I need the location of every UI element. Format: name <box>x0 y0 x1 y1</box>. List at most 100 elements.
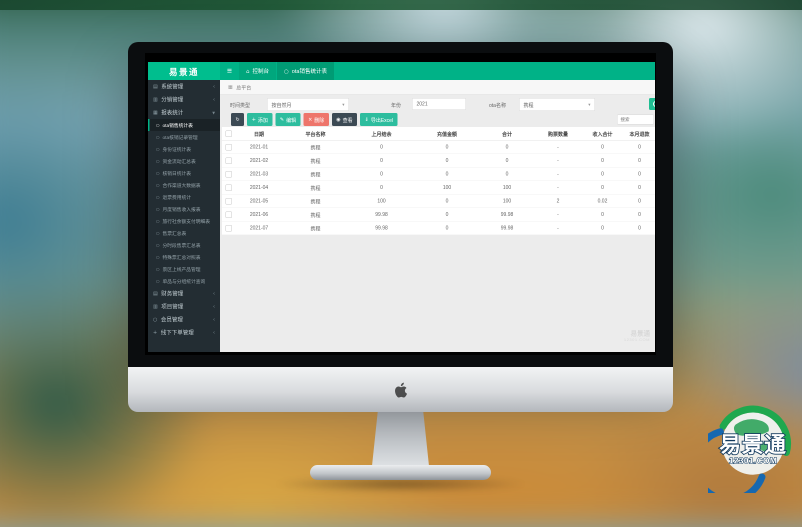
button-label: 导出Excel <box>370 117 394 124</box>
ota-select[interactable]: 携程 <box>519 98 595 111</box>
sidebar-item-label: 分销管理 <box>161 97 184 103</box>
hamburger-menu-icon[interactable]: ≡ <box>227 66 232 76</box>
select-all-checkbox[interactable] <box>225 130 232 137</box>
table-search-input[interactable] <box>617 114 654 125</box>
sidebar-report-item[interactable]: ○ 资金流动汇总表 <box>148 155 220 167</box>
row-checkbox[interactable] <box>225 170 232 178</box>
watermark-title: 易景通 <box>630 329 650 337</box>
sidebar-report-item[interactable]: ○ 身份证统计表 <box>148 143 220 155</box>
sidebar-report-item[interactable]: ○ ota核销记录管理 <box>148 131 220 143</box>
row-checkbox[interactable] <box>225 197 232 205</box>
row-checkbox[interactable] <box>225 157 232 164</box>
imac-monitor: 易景通 ≡ ⌂ 控制台 ○ ota销售统计表 <box>128 42 673 493</box>
breadcrumb: ▦ 总平台 <box>220 80 655 95</box>
sidebar-item-label: 系统管理 <box>161 84 184 90</box>
button-label: 编辑 <box>286 117 297 124</box>
ota-value: 携程 <box>523 102 534 109</box>
sidebar-item-reports[interactable]: ▦ 报表统计 ▾ <box>148 106 220 119</box>
delete-button[interactable]: × 删除 <box>303 113 329 126</box>
sidebar-report-item[interactable]: ○ 特殊票汇总对照表 <box>148 251 220 263</box>
row-checkbox[interactable] <box>225 143 232 151</box>
site-logo: 易景通 12301.COM <box>708 405 791 493</box>
edit-button[interactable]: ✎ 编辑 <box>275 113 301 126</box>
sidebar-section-item[interactable]: ▥ 项目管理 ‹ <box>148 300 220 313</box>
row-checkbox-cell <box>222 194 235 208</box>
sidebar-report-item[interactable]: ○ 单品与分组统计查询 <box>148 275 220 287</box>
row-checkbox-cell <box>222 167 235 181</box>
sidebar-report-item[interactable]: ○ 合作渠道大数据表 <box>148 179 220 191</box>
refresh-icon: ↻ <box>235 116 240 123</box>
tab-label: 控制台 <box>252 68 269 75</box>
row-checkbox-cell <box>222 140 235 154</box>
grid-icon: ▦ <box>228 84 233 90</box>
table-row: 2021-02 携程 0 0 0-0 0 <box>222 153 655 168</box>
column-header: 充值金额 <box>415 127 479 141</box>
folder-icon: ▥ <box>153 96 158 103</box>
sidebar-report-item[interactable]: ○ 景区上线产品管理 <box>148 263 220 275</box>
table-cell: 携程 <box>283 207 348 222</box>
sidebar-section-item[interactable]: ▤ 财务管理 ‹ <box>148 287 220 300</box>
circle-icon: ○ <box>156 146 160 152</box>
export-button[interactable]: ⇓ 导出Excel <box>360 113 398 126</box>
column-header: 平台名称 <box>283 127 348 141</box>
table-cell: 0 <box>624 140 655 154</box>
sidebar-item-label: 资金流动汇总表 <box>162 159 196 165</box>
tab-console[interactable]: ⌂ 控制台 <box>239 62 276 80</box>
table-cell: 0 <box>624 207 655 222</box>
table-cell: 0 <box>581 140 624 154</box>
row-checkbox[interactable] <box>225 184 232 191</box>
sidebar-section-item[interactable]: + 线下下单管理 ‹ <box>148 326 220 339</box>
sidebar-item-distribution[interactable]: ▥ 分销管理 ‹ <box>148 93 220 106</box>
sidebar-bottom-list: ▤ 财务管理 ‹ ▥ 项目管理 ‹ ○ 会员管理 ‹ + 线下下单管理 ‹ <box>148 287 220 339</box>
table-cell: 2 <box>535 194 581 208</box>
sidebar-item-label: 线下下单管理 <box>160 330 194 336</box>
chevron-left-icon: ‹ <box>213 303 215 310</box>
circle-icon: ○ <box>156 254 160 260</box>
circle-icon: ○ <box>156 230 160 236</box>
add-button[interactable]: + 添加 <box>247 113 273 126</box>
table-cell: 99.98 <box>348 221 415 235</box>
table-row: 2021-04 携程 0 100 100-0 0 <box>222 180 655 195</box>
monitor-bezel: 易景通 ≡ ⌂ 控制台 ○ ota销售统计表 <box>128 42 673 367</box>
sidebar-report-item[interactable]: ○ 旅行社余额支付明细表 <box>148 215 220 227</box>
sidebar-report-item[interactable]: ○ ota销售统计表 <box>148 119 220 131</box>
table-cell: 0 <box>624 167 655 181</box>
row-checkbox[interactable] <box>225 211 232 218</box>
chevron-left-icon: ‹ <box>213 329 215 336</box>
filter-label-time-type: 时间类型 <box>230 103 250 109</box>
sidebar-item-label: 核销日统计表 <box>162 171 191 177</box>
view-button[interactable]: ◉ 查看 <box>331 113 358 126</box>
sidebar-report-item[interactable]: ○ 核销日统计表 <box>148 167 220 179</box>
sidebar-section-item[interactable]: ○ 会员管理 ‹ <box>148 313 220 326</box>
column-header: 上月结余 <box>348 127 415 141</box>
table-row: 2021-07 携程 99.98 0 99.98-0 0 <box>222 221 655 235</box>
table-row: 2021-03 携程 0 0 0-0 0 <box>222 167 655 181</box>
column-header: 合计 <box>479 127 535 141</box>
row-checkbox[interactable] <box>225 224 232 232</box>
table-cell: 0 <box>479 153 535 168</box>
circle-icon: ○ <box>156 194 160 200</box>
search-button[interactable] <box>649 98 655 110</box>
sidebar-report-item[interactable]: ○ 月度销售收入报表 <box>148 203 220 215</box>
table-cell: 0 <box>415 153 479 168</box>
tab-label: ota销售统计表 <box>291 68 327 75</box>
logo-green-swoosh <box>719 405 791 456</box>
sidebar-report-item[interactable]: ○ 退票费用统计 <box>148 191 220 203</box>
table-cell: 0 <box>415 221 479 235</box>
sidebar-report-item[interactable]: ○ 分时段售票汇总表 <box>148 239 220 251</box>
circle-icon: ○ <box>156 182 160 188</box>
chevron-left-icon: ‹ <box>213 83 215 90</box>
sidebar-report-item[interactable]: ○ 售票汇总表 <box>148 227 220 239</box>
filter-bar: 时间类型 按自然月 年份 ota名称 携程 <box>220 94 655 114</box>
time-type-select[interactable]: 按自然月 <box>267 98 349 111</box>
year-input[interactable] <box>412 98 466 110</box>
sidebar-item-label: 月度销售收入报表 <box>162 207 201 213</box>
chevron-left-icon: ‹ <box>213 316 215 323</box>
table-cell: 0 <box>415 140 479 154</box>
view-icon: ◉ <box>336 116 341 123</box>
refresh-button[interactable]: ↻ <box>231 113 245 126</box>
tab-ota-report[interactable]: ○ ota销售统计表 <box>276 62 334 80</box>
apple-logo-icon <box>395 382 408 398</box>
table-cell: 100 <box>415 180 479 195</box>
sidebar-item-system[interactable]: ▤ 系统管理 ‹ <box>148 80 220 93</box>
